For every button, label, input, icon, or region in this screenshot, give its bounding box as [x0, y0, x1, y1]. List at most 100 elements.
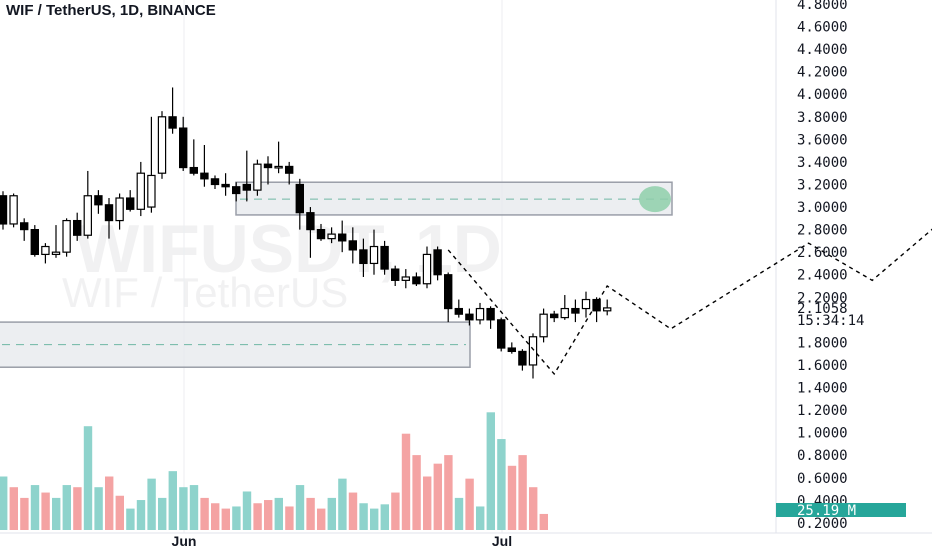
candle-body [602, 307, 612, 312]
candle-body [136, 172, 145, 210]
volume-badge-label: 25.19 M [797, 503, 856, 519]
candle-body [94, 195, 103, 206]
candle-body [189, 166, 198, 174]
volume-bar [30, 485, 40, 530]
volume-bar [264, 500, 273, 530]
volume-bar [147, 478, 156, 530]
candle-body [285, 165, 294, 174]
candle-body [465, 313, 474, 321]
candle-body [168, 116, 177, 129]
candle-body [221, 183, 230, 188]
volume-bar [497, 439, 506, 530]
candle-body [274, 165, 283, 169]
candle-body [359, 249, 368, 265]
candle-body [560, 307, 570, 319]
candle-body [497, 319, 506, 349]
volume-bar [465, 478, 474, 530]
volume-bar [83, 426, 93, 530]
volume-bar [370, 508, 379, 530]
candle-body [157, 116, 167, 174]
time-axis[interactable]: Jun Jul [172, 533, 513, 549]
candle-body [210, 178, 220, 186]
volume-bar [285, 506, 294, 530]
candle-body [295, 183, 305, 214]
price-tick-label: 1.6000 [797, 358, 848, 374]
volume-bar [317, 508, 326, 530]
candle-body [104, 204, 114, 222]
volume-bar [126, 508, 135, 530]
volume-bar [423, 476, 432, 530]
volume-bar [391, 492, 400, 530]
candle-body [0, 195, 8, 225]
volume-bar [412, 455, 421, 530]
volume-bar [20, 497, 29, 530]
projection-path [447, 228, 932, 376]
volume-bar [476, 506, 485, 530]
price-tick-label: 1.8000 [797, 335, 848, 351]
watermark-name: WIF / TetherUS [62, 269, 348, 316]
price-tick-label: 4.6000 [797, 20, 848, 36]
candle-body [486, 307, 495, 321]
volume-bar [295, 485, 305, 530]
candlesticks [0, 87, 612, 379]
target-marker [639, 186, 671, 213]
volume-badge [776, 503, 906, 517]
volume-bars [0, 412, 548, 530]
candle-body [348, 240, 358, 251]
price-tick-label: 4.2000 [797, 65, 848, 81]
candle-body [475, 307, 485, 321]
candle-body [369, 245, 379, 265]
volume-bar [507, 465, 517, 530]
volume-bar [401, 433, 411, 530]
time-tick-jul: Jul [492, 533, 512, 549]
candle-body [72, 219, 82, 236]
volume-bar [486, 412, 495, 530]
candle-body [41, 245, 50, 256]
price-tick-label: 4.8000 [797, 0, 848, 13]
volume-bar [9, 487, 18, 530]
volume-bar [189, 485, 199, 530]
candle-body [242, 183, 251, 191]
candle-body [9, 195, 18, 225]
price-tick-label: 0.6000 [797, 471, 848, 487]
price-tick-label: 2.6000 [797, 245, 848, 261]
price-tick-label: 2.4000 [797, 268, 848, 284]
volume-bar [348, 492, 358, 530]
candle-body [444, 274, 453, 310]
price-tick-label: 3.8000 [797, 110, 848, 126]
volume-bar [232, 506, 241, 530]
candle-body [549, 313, 559, 319]
time-tick-jun: Jun [172, 533, 197, 549]
volume-bar [94, 487, 103, 530]
price-axis[interactable]: 4.8000 4.6000 4.4000 4.2000 4.0000 3.8000 3.60… [776, 0, 906, 532]
volume-bar [0, 476, 8, 530]
candle-body [316, 229, 326, 240]
volume-bar [158, 497, 167, 530]
price-tick-label: 1.2000 [797, 403, 848, 419]
candle-body [200, 172, 209, 180]
price-tick-label: 1.4000 [797, 381, 848, 397]
volume-bar [338, 478, 347, 530]
volume-bar [253, 503, 262, 530]
price-tick-label: 4.4000 [797, 42, 848, 58]
price-tick-label: 2.2000 [797, 290, 848, 306]
candle-body [581, 298, 591, 310]
candle-body [306, 212, 315, 231]
volume-bar [136, 500, 146, 530]
volume-bar [454, 497, 464, 530]
candle-body [179, 127, 188, 169]
candle-body [380, 245, 389, 270]
candle-body [263, 163, 273, 169]
supply-demand-zones [0, 181, 673, 368]
volume-bar [62, 485, 71, 530]
volume-bar [211, 503, 220, 530]
projection-line [447, 228, 932, 376]
candle-body [401, 276, 411, 281]
candle-body [20, 222, 29, 231]
chart-title: WIF / TetherUS, 1D, BINANCE [6, 2, 216, 19]
candle-body [412, 276, 421, 285]
volume-bar [327, 497, 336, 530]
volume-bar [105, 476, 114, 530]
price-tick-label: 3.2000 [797, 177, 848, 193]
